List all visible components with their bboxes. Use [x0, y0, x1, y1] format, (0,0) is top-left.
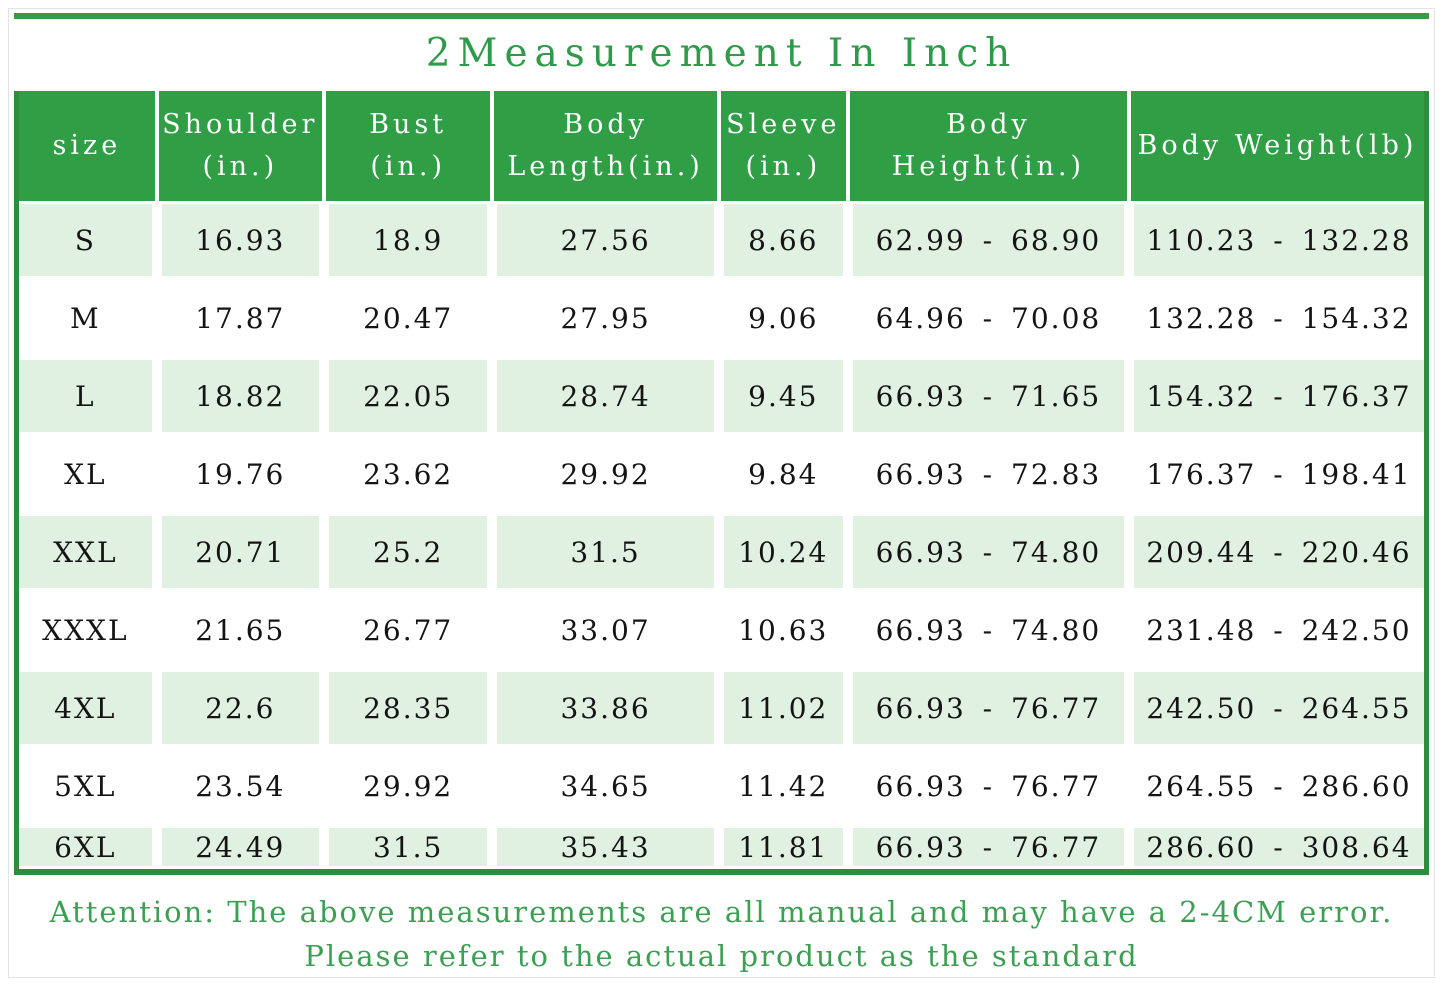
measurement-value-cell: 10.63	[718, 591, 848, 669]
measurement-value-cell: 28.74	[492, 357, 719, 435]
size-label-cell: XXXL	[19, 591, 157, 669]
table-row-s: S 16.93 18.9 27.56 8.66 62.99 - 68.90 110.23 -…	[19, 201, 1424, 279]
column-header-1: Shoulder (in.)	[156, 91, 324, 201]
measurement-value-cell: 132.28 - 154.32	[1128, 279, 1424, 357]
size-label-cell: 5XL	[19, 747, 157, 825]
measurement-value-cell: 26.77	[323, 591, 493, 669]
measurement-value-cell: 10.24	[718, 513, 848, 591]
header-row: size Shoulder (in.) Bust (in.) Body Length(…	[19, 91, 1424, 201]
measurement-value-cell: 66.93 - 74.80	[847, 513, 1129, 591]
measurement-value-cell: 154.32 - 176.37	[1128, 357, 1424, 435]
measurement-value-cell: 11.81	[718, 825, 848, 869]
column-header-2: Bust (in.)	[323, 91, 493, 201]
column-header-6: Body Weight(lb)	[1128, 91, 1424, 201]
measurement-value-cell: 20.47	[323, 279, 493, 357]
attention-note: Attention: The above measurements are al…	[13, 875, 1430, 978]
measurement-value-cell: 66.93 - 74.80	[847, 591, 1129, 669]
measurement-value-cell: 21.65	[156, 591, 324, 669]
measurement-value-cell: 31.5	[492, 513, 719, 591]
measurement-value-cell: 17.87	[156, 279, 324, 357]
measurement-value-cell: 16.93	[156, 201, 324, 279]
size-label-cell: XL	[19, 435, 157, 513]
measurement-value-cell: 66.93 - 76.77	[847, 669, 1129, 747]
measurement-value-cell: 34.65	[492, 747, 719, 825]
measurement-value-cell: 25.2	[323, 513, 493, 591]
measurement-value-cell: 9.84	[718, 435, 848, 513]
size-label-cell: XXL	[19, 513, 157, 591]
size-label-cell: 4XL	[19, 669, 157, 747]
size-table-frame: size Shoulder (in.) Bust (in.) Body Length(…	[14, 91, 1429, 875]
measurement-value-cell: 242.50 - 264.55	[1128, 669, 1424, 747]
attention-note-line-1: Attention: The above measurements are al…	[49, 895, 1394, 929]
measurement-value-cell: 286.60 - 308.64	[1128, 825, 1424, 869]
measurement-value-cell: 33.86	[492, 669, 719, 747]
column-header-4: Sleeve (in.)	[718, 91, 848, 201]
table-row-5xl: 5XL 23.54 29.92 34.65 11.42 66.93 - 76.77 264.…	[19, 747, 1424, 825]
measurement-value-cell: 11.02	[718, 669, 848, 747]
size-label-cell: M	[19, 279, 157, 357]
measurement-value-cell: 35.43	[492, 825, 719, 869]
column-header-5: Body Height(in.)	[847, 91, 1129, 201]
size-label-cell: S	[19, 201, 157, 279]
table-row-xxl: XXL 20.71 25.2 31.5 10.24 66.93 - 74.80 209.44…	[19, 513, 1424, 591]
size-label-cell: 6XL	[19, 825, 157, 869]
top-divider-rule	[14, 13, 1429, 19]
measurement-value-cell: 20.71	[156, 513, 324, 591]
measurement-value-cell: 209.44 - 220.46	[1128, 513, 1424, 591]
measurement-value-cell: 29.92	[492, 435, 719, 513]
measurement-value-cell: 231.48 - 242.50	[1128, 591, 1424, 669]
measurement-value-cell: 31.5	[323, 825, 493, 869]
table-row-m: M 17.87 20.47 27.95 9.06 64.96 - 70.08 132.28 …	[19, 279, 1424, 357]
measurement-value-cell: 264.55 - 286.60	[1128, 747, 1424, 825]
measurement-value-cell: 28.35	[323, 669, 493, 747]
measurement-value-cell: 66.93 - 76.77	[847, 747, 1129, 825]
measurement-value-cell: 110.23 - 132.28	[1128, 201, 1424, 279]
measurement-value-cell: 24.49	[156, 825, 324, 869]
measurement-value-cell: 23.62	[323, 435, 493, 513]
measurement-value-cell: 18.82	[156, 357, 324, 435]
column-header-0: size	[19, 91, 157, 201]
measurement-value-cell: 9.45	[718, 357, 848, 435]
measurement-value-cell: 11.42	[718, 747, 848, 825]
measurement-value-cell: 33.07	[492, 591, 719, 669]
measurement-value-cell: 27.95	[492, 279, 719, 357]
measurement-value-cell: 23.54	[156, 747, 324, 825]
measurement-value-cell: 18.9	[323, 201, 493, 279]
measurement-value-cell: 66.93 - 76.77	[847, 825, 1129, 869]
column-header-3: Body Length(in.)	[492, 91, 719, 201]
table-row-l: L 18.82 22.05 28.74 9.45 66.93 - 71.65 154.32 …	[19, 357, 1424, 435]
size-measurement-table: size Shoulder (in.) Bust (in.) Body Length(…	[19, 91, 1424, 869]
measurement-value-cell: 176.37 - 198.41	[1128, 435, 1424, 513]
measurement-value-cell: 22.6	[156, 669, 324, 747]
measurement-value-cell: 29.92	[323, 747, 493, 825]
measurement-value-cell: 62.99 - 68.90	[847, 201, 1129, 279]
measurement-value-cell: 66.93 - 71.65	[847, 357, 1129, 435]
measurement-value-cell: 9.06	[718, 279, 848, 357]
measurement-value-cell: 8.66	[718, 201, 848, 279]
measurement-value-cell: 66.93 - 72.83	[847, 435, 1129, 513]
size-chart-page: 2Measurement In Inch size Shoulder (in.) B…	[8, 8, 1435, 978]
table-row-xl: XL 19.76 23.62 29.92 9.84 66.93 - 72.83 176.37…	[19, 435, 1424, 513]
attention-note-line-2: Please refer to the actual product as th…	[304, 938, 1139, 973]
size-label-cell: L	[19, 357, 157, 435]
page-title: 2Measurement In Inch	[425, 31, 1018, 76]
measurement-value-cell: 19.76	[156, 435, 324, 513]
measurement-value-cell: 22.05	[323, 357, 493, 435]
table-row-xxxl: XXXL 21.65 26.77 33.07 10.63 66.93 - 74.80 231…	[19, 591, 1424, 669]
measurement-value-cell: 64.96 - 70.08	[847, 279, 1129, 357]
table-row-4xl: 4XL 22.6 28.35 33.86 11.02 66.93 - 76.77 242.5…	[19, 669, 1424, 747]
measurement-value-cell: 27.56	[492, 201, 719, 279]
table-row-6xl: 6XL 24.49 31.5 35.43 11.81 66.93 - 76.77 286.6…	[19, 825, 1424, 869]
